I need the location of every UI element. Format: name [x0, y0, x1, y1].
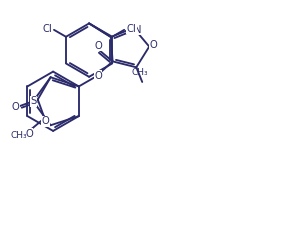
- Text: S: S: [30, 96, 36, 106]
- Text: O: O: [11, 102, 19, 112]
- Text: N: N: [134, 25, 141, 35]
- Text: CH₃: CH₃: [132, 68, 149, 77]
- Text: O: O: [41, 116, 49, 126]
- Text: CH₃: CH₃: [11, 131, 27, 140]
- Text: O: O: [149, 40, 157, 50]
- Text: Cl: Cl: [42, 24, 52, 34]
- Text: O: O: [25, 128, 33, 138]
- Text: O: O: [94, 41, 102, 51]
- Text: O: O: [94, 70, 102, 81]
- Text: Cl: Cl: [126, 24, 136, 34]
